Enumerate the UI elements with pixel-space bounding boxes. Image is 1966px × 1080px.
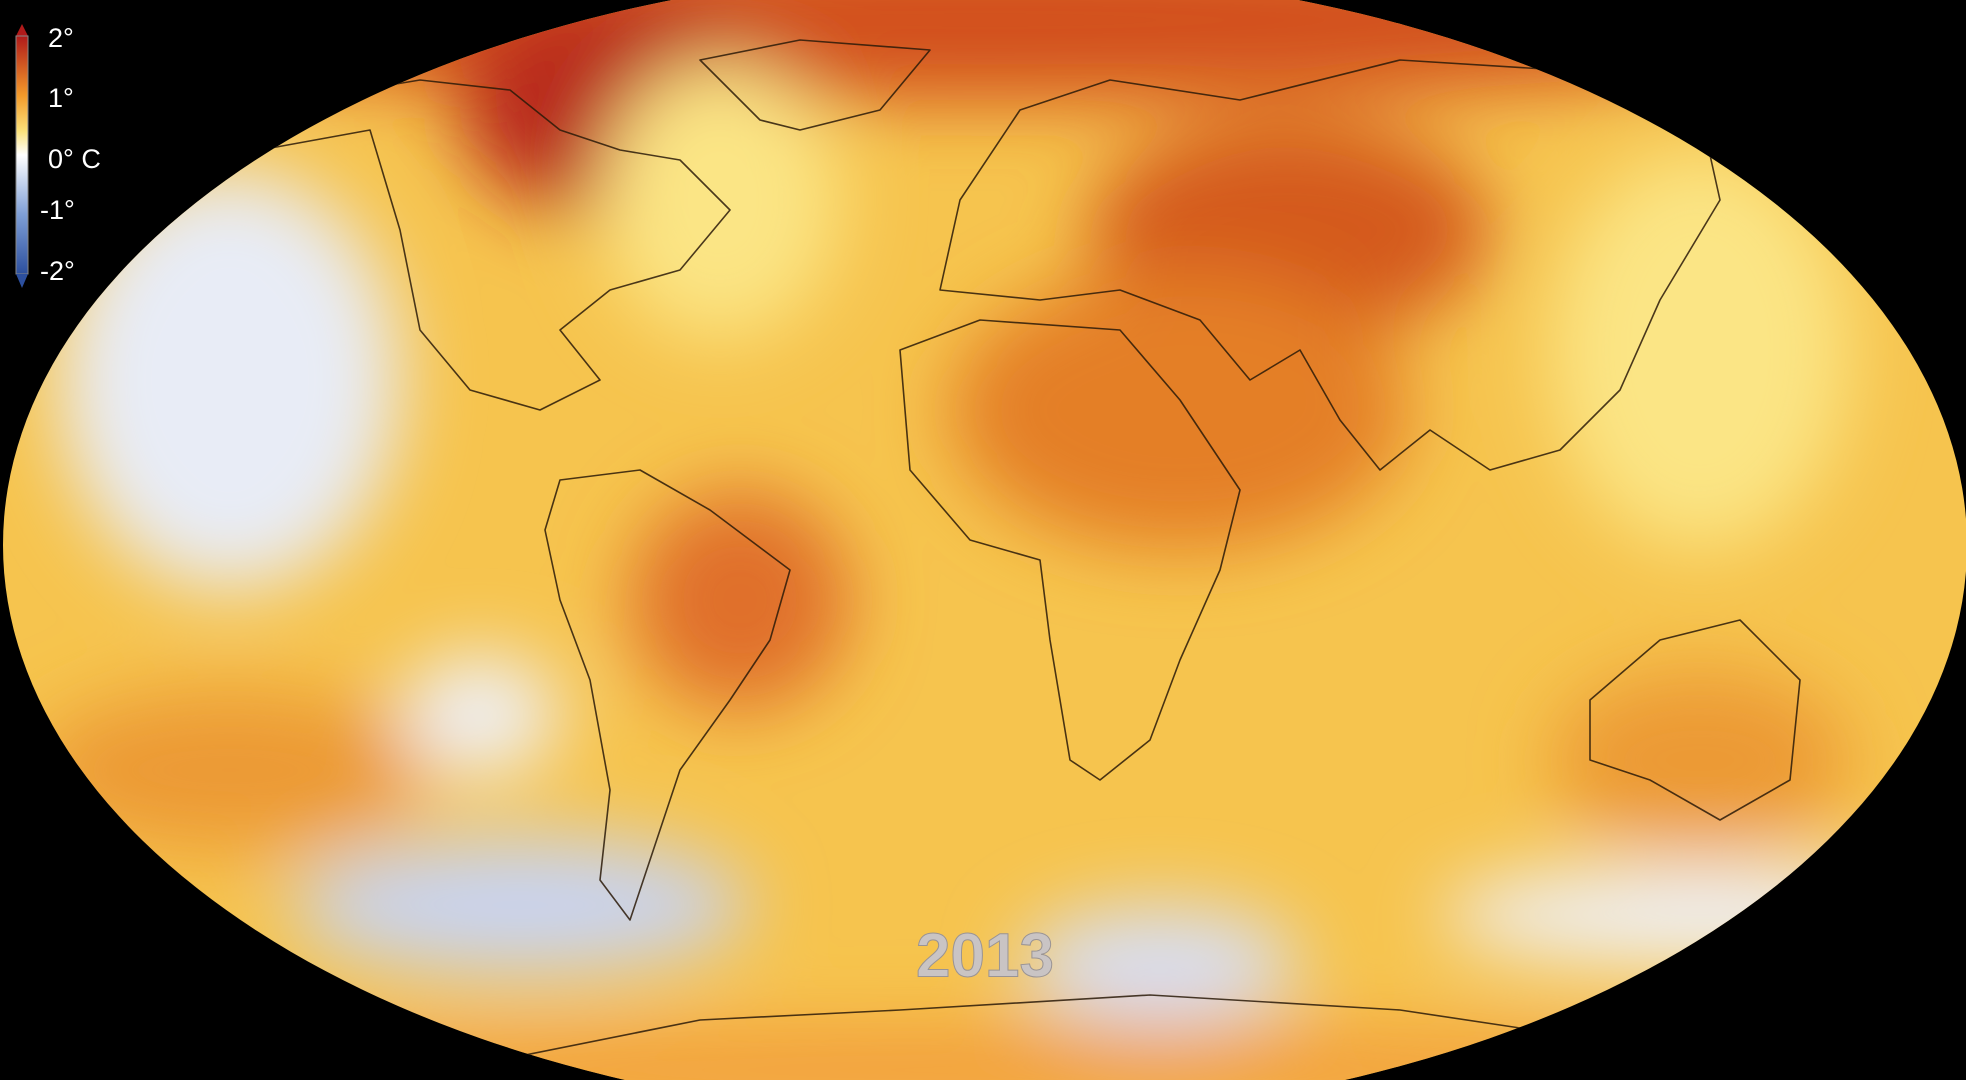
legend-label: -1° — [40, 195, 75, 225]
legend-label: -2° — [40, 256, 75, 286]
greenland — [699, 39, 931, 131]
eurasia — [939, 59, 1721, 471]
year-label: 2013 — [916, 921, 1054, 990]
anomaly-field — [30, 0, 1960, 1080]
legend-arrow-bottom — [16, 274, 28, 288]
south-america — [544, 469, 791, 921]
legend-label: 0° C — [48, 144, 101, 174]
color-legend: 2° 1° 0° C -1° -2° — [15, 23, 101, 288]
africa — [899, 319, 1241, 781]
australia — [1589, 619, 1801, 821]
north-america — [149, 79, 731, 411]
legend-label: 1° — [48, 83, 74, 113]
legend-label: 2° — [48, 23, 74, 53]
legend-arrow-top — [16, 24, 28, 36]
color-bar — [15, 35, 29, 275]
